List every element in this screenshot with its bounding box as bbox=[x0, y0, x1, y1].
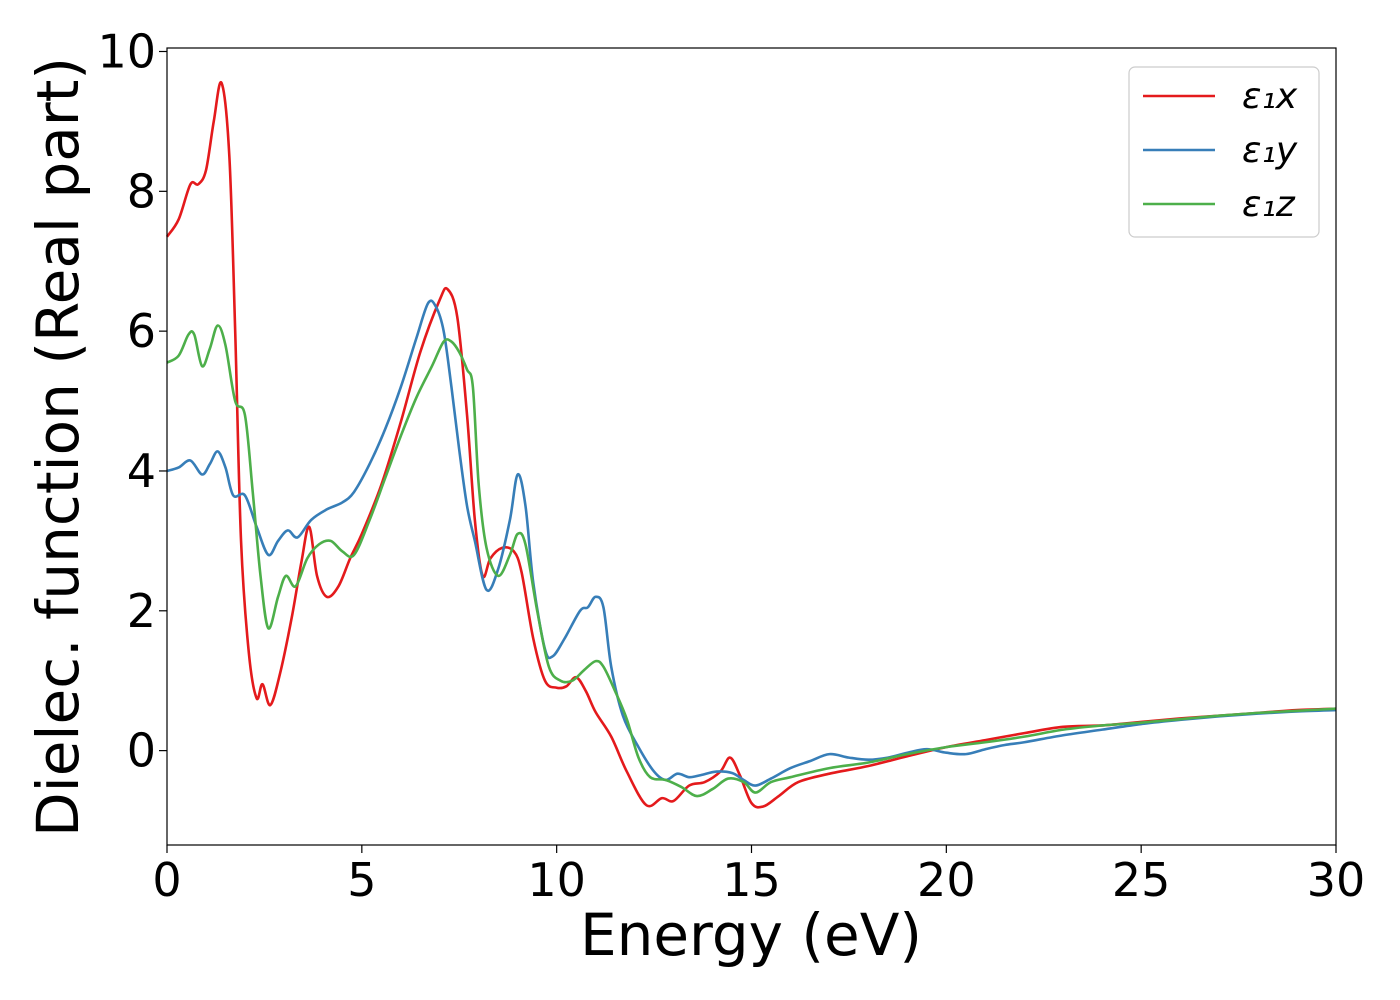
series-line-2 bbox=[166, 299, 1337, 787]
y-axis-label: Dielec. function (Real part) bbox=[24, 57, 92, 837]
x-tick-label: 0 bbox=[152, 853, 181, 907]
y-tick-label: 0 bbox=[127, 724, 156, 778]
legend-label-2: ε₁y bbox=[1242, 130, 1298, 171]
x-tick-label: 15 bbox=[722, 853, 781, 907]
series-layer bbox=[165, 81, 1337, 809]
y-tick-label: 4 bbox=[127, 444, 156, 498]
y-tick-label: 2 bbox=[127, 584, 156, 638]
y-tick-label: 6 bbox=[127, 304, 156, 358]
x-tick-label: 5 bbox=[347, 853, 376, 907]
series-line-1 bbox=[165, 81, 1337, 809]
legend: ε₁x ε₁y ε₁z bbox=[1128, 66, 1320, 238]
y-tick-label: 10 bbox=[97, 24, 156, 78]
series-line-3 bbox=[166, 324, 1337, 798]
x-tick-label: 25 bbox=[1112, 853, 1171, 907]
x-tick-label: 30 bbox=[1307, 853, 1366, 907]
x-tick-label: 10 bbox=[527, 853, 586, 907]
x-tick-label: 20 bbox=[917, 853, 976, 907]
y-tick-label: 8 bbox=[127, 164, 156, 218]
legend-label-3: ε₁z bbox=[1242, 184, 1296, 225]
legend-label-1: ε₁x bbox=[1242, 76, 1298, 117]
tick-layer: 0 5 10 15 20 25 30 0 2 4 6 8 10 bbox=[97, 24, 1365, 907]
legend-box bbox=[1128, 66, 1320, 238]
x-axis-label: Energy (eV) bbox=[580, 901, 922, 969]
